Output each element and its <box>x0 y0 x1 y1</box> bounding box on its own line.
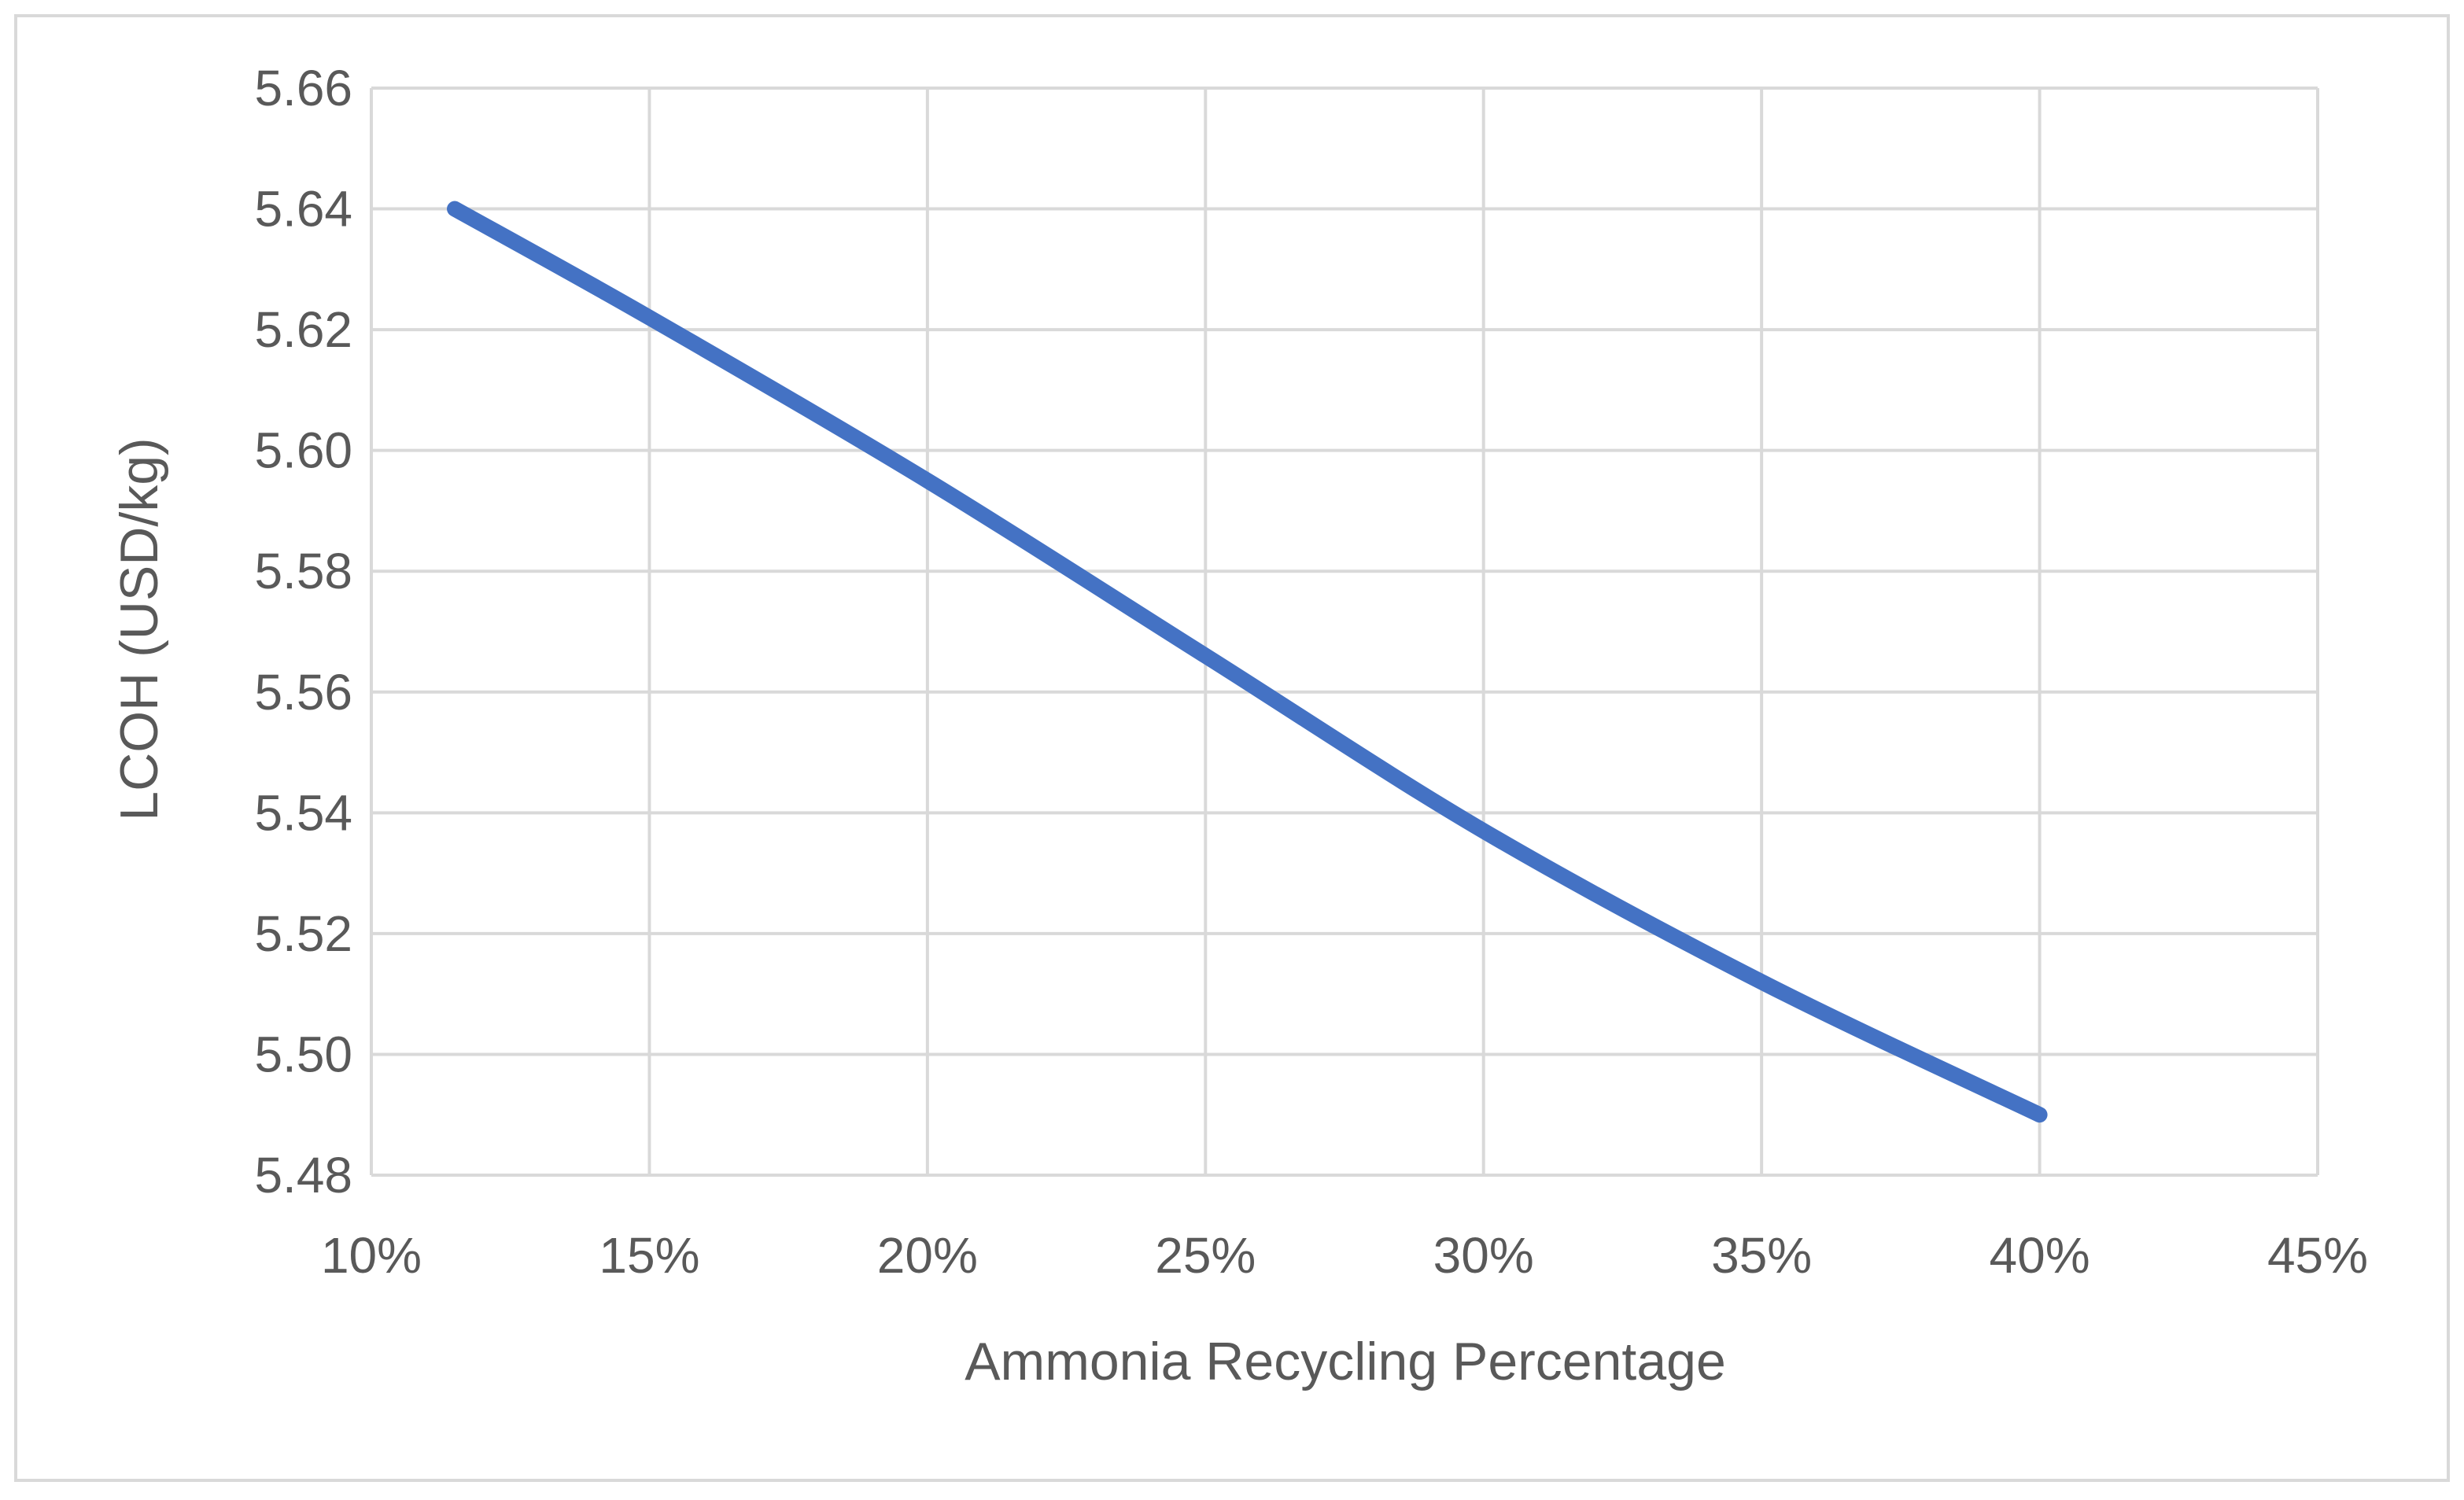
y-tick-label: 5.56 <box>254 664 352 721</box>
gridlines <box>370 87 2319 1177</box>
y-tick-label: 5.50 <box>254 1026 352 1082</box>
x-tick-label: 25% <box>1155 1227 1256 1284</box>
y-tick-label: 5.52 <box>254 905 352 962</box>
x-tick-label: 45% <box>2267 1227 2368 1284</box>
x-tick-label: 20% <box>877 1227 978 1284</box>
x-tick-label: 10% <box>321 1227 422 1284</box>
x-tick-label: 35% <box>1711 1227 1812 1284</box>
x-axis-tick-labels: 10% 15% 20% 25% 30% 35% 40% 45% <box>321 1227 2368 1284</box>
y-tick-label: 5.48 <box>254 1147 352 1203</box>
y-tick-label: 5.60 <box>254 422 352 479</box>
y-tick-label: 5.58 <box>254 543 352 599</box>
x-axis-title: Ammonia Recycling Percentage <box>965 1332 1726 1391</box>
x-tick-label: 15% <box>599 1227 699 1284</box>
y-tick-label: 5.62 <box>254 301 352 358</box>
y-tick-label: 5.64 <box>254 181 352 238</box>
y-axis-title: LCOH (USD/kg) <box>109 437 169 820</box>
y-axis-tick-labels: 5.48 5.50 5.52 5.54 5.56 5.58 5.60 5.62 5.64 5.66 <box>254 60 352 1203</box>
chart-frame <box>14 14 2450 1482</box>
series-line <box>447 201 2048 1123</box>
x-tick-label: 30% <box>1433 1227 1534 1284</box>
y-tick-label: 5.54 <box>254 784 352 841</box>
x-tick-label: 40% <box>1990 1227 2090 1284</box>
y-tick-label: 5.66 <box>254 60 352 116</box>
series-group <box>447 201 2048 1123</box>
